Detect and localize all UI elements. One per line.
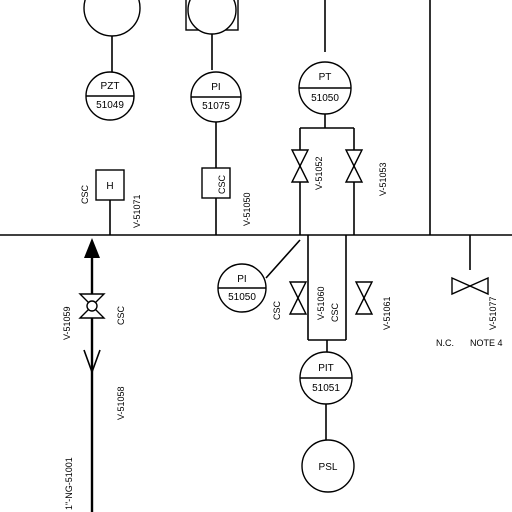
valve-body-bottom bbox=[78, 305, 106, 319]
instrument-tag: PI bbox=[237, 274, 246, 285]
valve-body-top bbox=[290, 149, 310, 168]
line-tag: 1"-NG-51001 bbox=[64, 457, 74, 510]
valve-body-bottom bbox=[354, 296, 374, 315]
valve-tag: V-51059 bbox=[62, 306, 72, 340]
valve-tag: V-51061 bbox=[382, 296, 392, 330]
valve-ball bbox=[86, 300, 98, 312]
csc-label: CSC bbox=[80, 184, 90, 204]
valve-body-top bbox=[344, 149, 364, 168]
valve-body-top bbox=[288, 281, 308, 300]
instrument-number: 51075 bbox=[202, 101, 230, 112]
valve-body-bottom bbox=[344, 164, 364, 183]
note-label: NOTE 4 bbox=[470, 338, 503, 348]
instrument-bubble-top-1 bbox=[83, 0, 141, 37]
csc-label: CSC bbox=[116, 305, 126, 325]
valve-tag: V-51071 bbox=[132, 194, 142, 228]
valve-tag: V-51053 bbox=[378, 162, 388, 196]
valve-tag: V-51050 bbox=[242, 192, 252, 226]
flow-arrow-icon bbox=[84, 238, 100, 258]
instrument-number: 51050 bbox=[228, 292, 256, 303]
valve-body-top bbox=[78, 293, 106, 307]
valve-body-left bbox=[451, 276, 472, 296]
instrument-tag: PT bbox=[319, 72, 332, 83]
csc-label: CSC bbox=[217, 174, 227, 194]
instrument-number: 51050 bbox=[311, 93, 339, 104]
connector-line bbox=[265, 239, 301, 279]
instrument-bubble-psl bbox=[301, 439, 355, 493]
instrument-tag: PSL bbox=[319, 462, 338, 473]
valve-tag: V-51058 bbox=[116, 386, 126, 420]
csc-box bbox=[95, 169, 125, 201]
valve-body-bottom bbox=[288, 296, 308, 315]
csc-box-mark: H bbox=[106, 181, 113, 192]
valve-body-bottom bbox=[290, 164, 310, 183]
csc-label: CSC bbox=[272, 300, 282, 320]
instrument-tag: PZT bbox=[101, 81, 120, 92]
note-label: N.C. bbox=[436, 338, 454, 348]
csc-label: CSC bbox=[330, 302, 340, 322]
instrument-number: 51051 bbox=[312, 383, 340, 394]
valve-tag: V-51077 bbox=[488, 296, 498, 330]
valve-tag: V-51052 bbox=[314, 156, 324, 190]
check-valve-icon bbox=[83, 349, 101, 375]
valve-body-right bbox=[468, 276, 489, 296]
valve-tag: V-51060 bbox=[316, 286, 326, 320]
instrument-number: 51049 bbox=[96, 100, 124, 111]
instrument-tag: PIT bbox=[318, 363, 334, 374]
instrument-tag: PI bbox=[211, 82, 220, 93]
valve-body-top bbox=[354, 281, 374, 300]
